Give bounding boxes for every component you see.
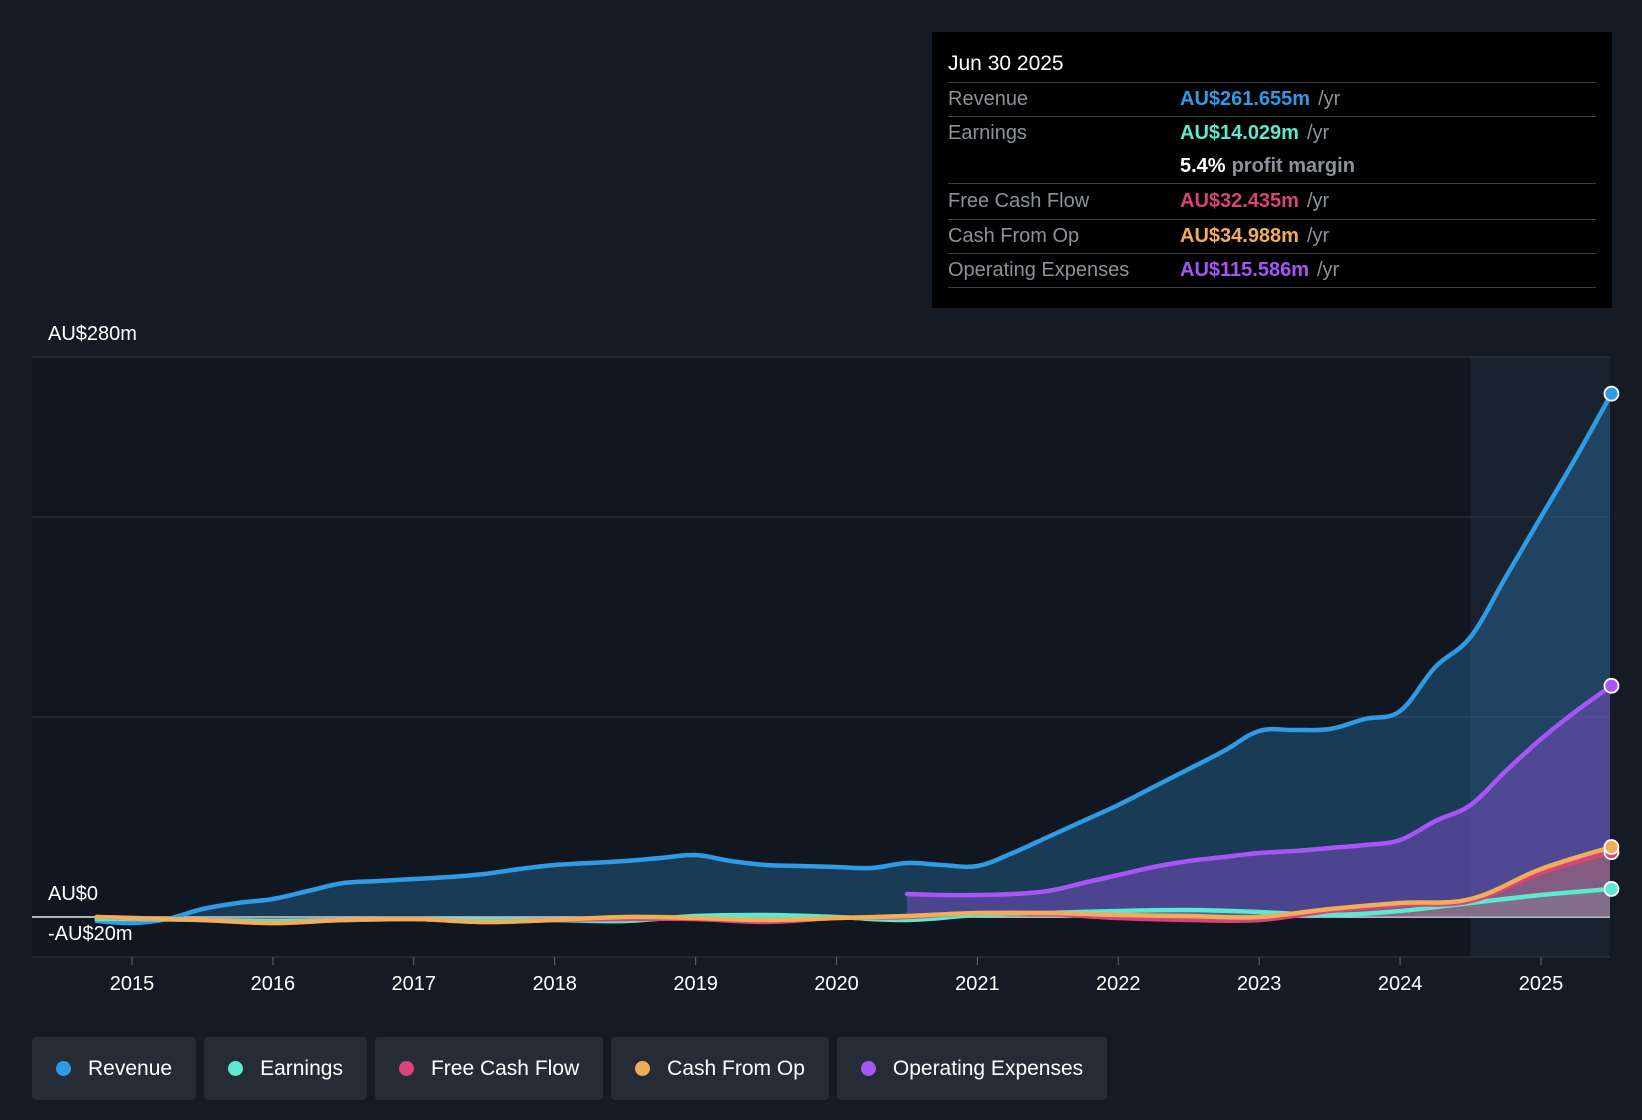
tooltip-unit: /yr bbox=[1318, 83, 1340, 116]
legend-dot-icon bbox=[228, 1061, 243, 1076]
tooltip-panel: Jun 30 2025 Revenue AU$261.655m /yr Earn… bbox=[932, 32, 1612, 308]
x-tick-label: 2017 bbox=[392, 973, 437, 995]
y-axis-zero-label: AU$0 bbox=[48, 883, 98, 905]
cash-from-op-end-marker bbox=[1604, 840, 1618, 854]
x-tick-label: 2024 bbox=[1378, 973, 1423, 995]
legend-dot-icon bbox=[861, 1061, 876, 1076]
legend-dot-icon bbox=[399, 1061, 414, 1076]
tooltip-value-operating-expenses: AU$115.586m bbox=[1180, 254, 1309, 287]
tooltip-value-earnings: AU$14.029m bbox=[1180, 117, 1299, 150]
tooltip-unit: /yr bbox=[1307, 117, 1329, 150]
tooltip-label: Cash From Op bbox=[948, 220, 1180, 253]
legend-item-revenue[interactable]: Revenue bbox=[32, 1037, 196, 1100]
tooltip-value-revenue: AU$261.655m bbox=[1180, 83, 1310, 116]
x-tick-label: 2018 bbox=[532, 973, 577, 995]
tooltip-date: Jun 30 2025 bbox=[948, 46, 1596, 83]
legend-dot-icon bbox=[56, 1061, 71, 1076]
y-axis-bottom-label: -AU$20m bbox=[48, 923, 132, 945]
x-tick-label: 2020 bbox=[814, 973, 859, 995]
x-axis: 2015 2016 2017 2018 2019 2020 2021 2022 2023 2024… bbox=[110, 957, 1564, 995]
x-tick-label: 2022 bbox=[1096, 973, 1141, 995]
tooltip-row-free-cash-flow: Free Cash Flow AU$32.435m /yr bbox=[948, 183, 1596, 220]
x-tick-label: 2016 bbox=[251, 973, 296, 995]
tooltip-unit: /yr bbox=[1317, 254, 1339, 287]
legend-item-free-cash-flow[interactable]: Free Cash Flow bbox=[375, 1037, 603, 1100]
profit-margin-value: 5.4% bbox=[1180, 150, 1226, 183]
legend: Revenue Earnings Free Cash Flow Cash Fro… bbox=[32, 1037, 1107, 1100]
legend-dot-icon bbox=[635, 1061, 650, 1076]
x-tick-label: 2025 bbox=[1519, 973, 1564, 995]
tooltip-row-revenue: Revenue AU$261.655m /yr bbox=[948, 83, 1596, 117]
legend-label: Operating Expenses bbox=[893, 1057, 1083, 1081]
legend-item-operating-expenses[interactable]: Operating Expenses bbox=[837, 1037, 1107, 1100]
x-tick-label: 2021 bbox=[955, 973, 1000, 995]
revenue-end-marker bbox=[1604, 387, 1618, 401]
profit-margin-label: profit margin bbox=[1232, 150, 1355, 183]
x-tick-label: 2023 bbox=[1237, 973, 1282, 995]
operating-expenses-end-marker bbox=[1604, 679, 1618, 693]
x-tick-label: 2019 bbox=[673, 973, 718, 995]
tooltip-row-cash-from-op: Cash From Op AU$34.988m /yr bbox=[948, 220, 1596, 254]
legend-item-cash-from-op[interactable]: Cash From Op bbox=[611, 1037, 829, 1100]
tooltip-label: Operating Expenses bbox=[948, 254, 1180, 287]
tooltip-value-cash-from-op: AU$34.988m bbox=[1180, 220, 1299, 253]
tooltip-label: Revenue bbox=[948, 83, 1180, 116]
legend-item-earnings[interactable]: Earnings bbox=[204, 1037, 367, 1100]
legend-label: Cash From Op bbox=[667, 1057, 805, 1081]
earnings-end-marker bbox=[1604, 882, 1618, 896]
tooltip-value-free-cash-flow: AU$32.435m bbox=[1180, 184, 1299, 219]
x-tick-label: 2015 bbox=[110, 973, 155, 995]
tooltip-label: Free Cash Flow bbox=[948, 184, 1180, 219]
tooltip-row-operating-expenses: Operating Expenses AU$115.586m /yr bbox=[948, 254, 1596, 288]
tooltip-label: Earnings bbox=[948, 117, 1180, 150]
tooltip-unit: /yr bbox=[1307, 184, 1329, 219]
legend-label: Revenue bbox=[88, 1057, 172, 1081]
legend-label: Earnings bbox=[260, 1057, 343, 1081]
tooltip-row-earnings: Earnings AU$14.029m /yr bbox=[948, 117, 1596, 150]
y-axis-top-label: AU$280m bbox=[48, 323, 137, 345]
tooltip-unit: /yr bbox=[1307, 220, 1329, 253]
legend-label: Free Cash Flow bbox=[431, 1057, 579, 1081]
tooltip-row-margin: 5.4% profit margin bbox=[948, 150, 1596, 183]
